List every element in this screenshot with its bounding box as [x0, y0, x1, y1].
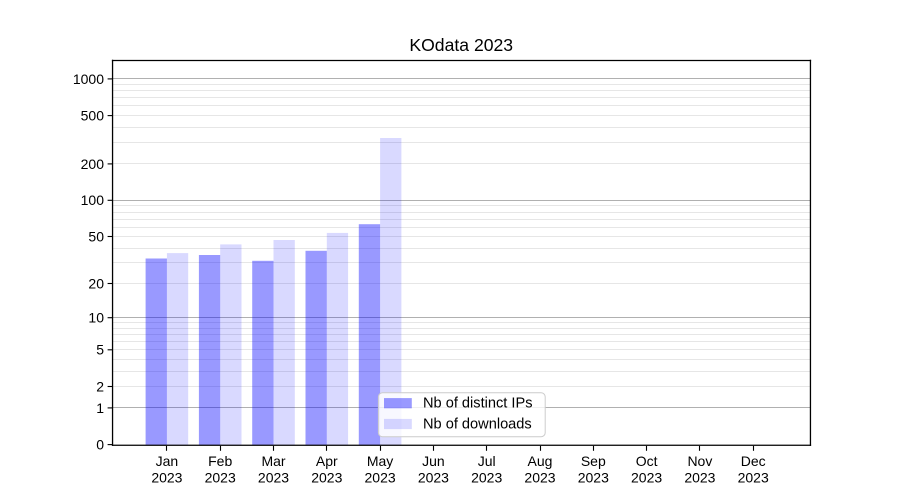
svg-text:2023: 2023 — [311, 470, 342, 486]
svg-text:10: 10 — [88, 310, 104, 326]
svg-text:2023: 2023 — [631, 470, 662, 486]
svg-text:2023: 2023 — [578, 470, 609, 486]
svg-text:1000: 1000 — [73, 71, 104, 87]
svg-text:Jul: Jul — [478, 453, 496, 469]
svg-text:5: 5 — [96, 342, 104, 358]
svg-text:Mar: Mar — [261, 453, 285, 469]
svg-text:2023: 2023 — [738, 470, 769, 486]
svg-text:Nb of distinct IPs: Nb of distinct IPs — [423, 396, 533, 412]
svg-text:2023: 2023 — [151, 470, 182, 486]
svg-text:2023: 2023 — [684, 470, 715, 486]
svg-text:2023: 2023 — [205, 470, 236, 486]
svg-text:Apr: Apr — [316, 453, 338, 469]
svg-text:200: 200 — [81, 156, 105, 172]
svg-text:50: 50 — [88, 228, 104, 244]
svg-text:0: 0 — [96, 437, 104, 453]
svg-text:500: 500 — [81, 108, 105, 124]
svg-text:Jan: Jan — [156, 453, 179, 469]
svg-text:2023: 2023 — [471, 470, 502, 486]
svg-text:2023: 2023 — [258, 470, 289, 486]
svg-text:Feb: Feb — [208, 453, 232, 469]
svg-text:2023: 2023 — [524, 470, 555, 486]
svg-text:KOdata 2023: KOdata 2023 — [409, 35, 513, 55]
svg-text:Sep: Sep — [581, 453, 606, 469]
svg-text:Oct: Oct — [636, 453, 658, 469]
svg-text:20: 20 — [88, 275, 104, 291]
svg-text:Jun: Jun — [422, 453, 445, 469]
svg-text:2: 2 — [96, 378, 104, 394]
svg-text:Nb of downloads: Nb of downloads — [423, 416, 532, 432]
svg-text:Dec: Dec — [741, 453, 766, 469]
svg-text:1: 1 — [96, 400, 104, 416]
svg-text:Nov: Nov — [687, 453, 712, 469]
svg-text:2023: 2023 — [418, 470, 449, 486]
svg-text:May: May — [367, 453, 393, 469]
svg-text:100: 100 — [81, 192, 105, 208]
svg-text:Aug: Aug — [528, 453, 553, 469]
svg-text:2023: 2023 — [365, 470, 396, 486]
